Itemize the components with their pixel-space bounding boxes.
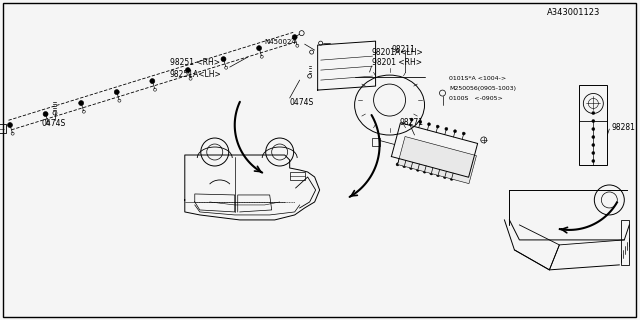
Circle shape — [592, 112, 595, 115]
Circle shape — [592, 128, 595, 131]
Circle shape — [436, 174, 440, 177]
Text: 0474S: 0474S — [42, 118, 66, 128]
Text: 98201A<LH>: 98201A<LH> — [372, 48, 423, 57]
Bar — [621, 220, 629, 265]
Text: 98211: 98211 — [392, 44, 415, 54]
Circle shape — [444, 176, 446, 179]
Circle shape — [8, 123, 13, 128]
Circle shape — [403, 165, 406, 168]
Bar — [372, 138, 380, 146]
Circle shape — [592, 136, 595, 139]
Circle shape — [410, 118, 413, 121]
Text: N450024: N450024 — [265, 39, 296, 45]
Circle shape — [150, 79, 155, 84]
Text: A343001123: A343001123 — [547, 8, 601, 17]
Text: 0101S*A <1004->: 0101S*A <1004-> — [449, 76, 507, 81]
Circle shape — [428, 123, 431, 126]
Circle shape — [43, 112, 48, 116]
Bar — [290, 172, 305, 180]
Text: 0100S   <-0905>: 0100S <-0905> — [449, 96, 503, 100]
Circle shape — [592, 159, 595, 163]
Circle shape — [79, 100, 84, 106]
Text: 98271: 98271 — [399, 117, 424, 126]
Circle shape — [417, 168, 419, 171]
Text: 0474S: 0474S — [290, 98, 314, 107]
Text: 98251 <RH>: 98251 <RH> — [170, 58, 220, 67]
Circle shape — [436, 125, 439, 128]
Text: M250056(0905-1003): M250056(0905-1003) — [449, 85, 516, 91]
Bar — [0, 124, 6, 133]
Text: 98201 <RH>: 98201 <RH> — [372, 58, 422, 67]
Circle shape — [454, 130, 456, 133]
Circle shape — [450, 177, 453, 180]
Bar — [397, 137, 476, 184]
Circle shape — [221, 57, 226, 62]
Circle shape — [419, 120, 422, 124]
Bar — [579, 85, 607, 165]
Circle shape — [257, 46, 262, 51]
Circle shape — [186, 68, 191, 73]
Circle shape — [396, 163, 399, 166]
Circle shape — [292, 35, 297, 40]
Circle shape — [592, 120, 595, 123]
Text: 98281: 98281 — [611, 123, 635, 132]
Text: 98251A<LH>: 98251A<LH> — [170, 69, 221, 79]
Circle shape — [115, 90, 119, 95]
Circle shape — [423, 170, 426, 173]
Circle shape — [410, 166, 413, 170]
Circle shape — [592, 151, 595, 155]
Circle shape — [445, 127, 448, 130]
Circle shape — [592, 143, 595, 147]
Circle shape — [430, 172, 433, 175]
Circle shape — [462, 132, 465, 135]
